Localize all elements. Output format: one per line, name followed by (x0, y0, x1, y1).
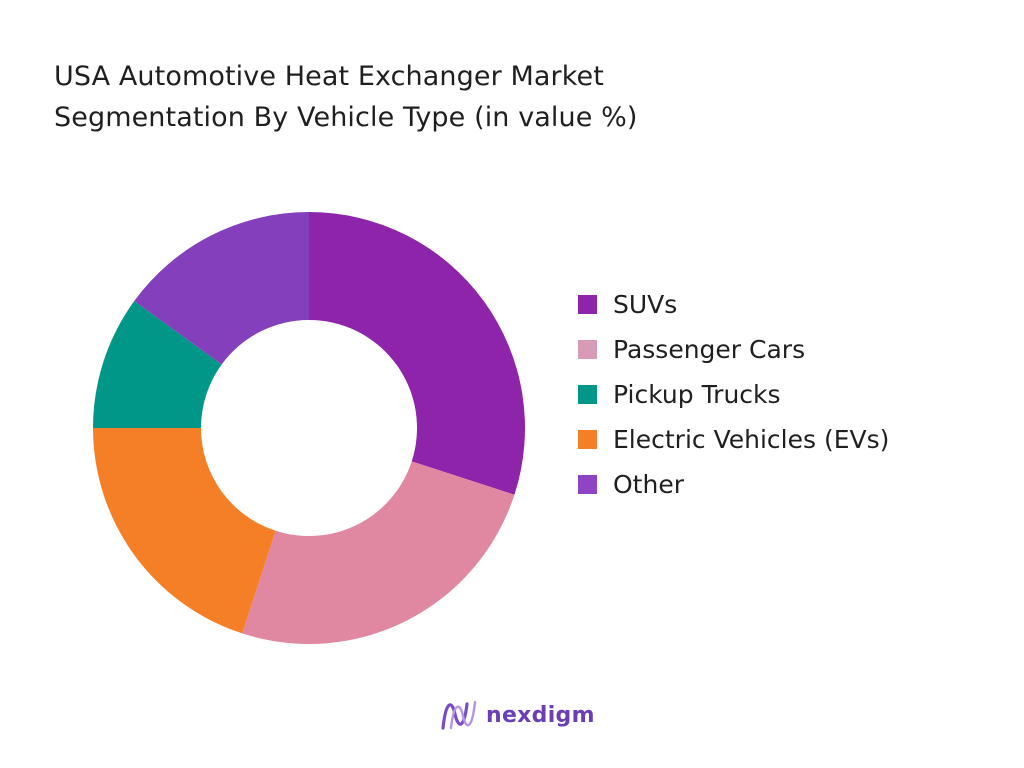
legend-swatch (578, 430, 597, 449)
slice-other (134, 212, 309, 365)
legend-swatch (578, 340, 597, 359)
slice-electric-vehicles-evs (93, 428, 276, 634)
chart-title-line-2: Segmentation By Vehicle Type (in value %… (54, 102, 638, 133)
legend-item: Electric Vehicles (EVs) (578, 417, 889, 462)
legend-label: Pickup Trucks (613, 380, 781, 409)
nexdigm-wave-icon (441, 700, 477, 730)
slice-suvs (309, 212, 525, 495)
slice-pickup-trucks (93, 301, 222, 428)
legend-label: SUVs (613, 290, 678, 319)
chart-legend: SUVs Passenger Cars Pickup Trucks Electric … (578, 282, 889, 507)
slice-passenger-cars (242, 461, 515, 644)
legend-label: Passenger Cars (613, 335, 806, 364)
legend-item: SUVs (578, 282, 889, 327)
chart-title: USA Automotive Heat Exchanger Market Seg… (54, 56, 774, 138)
legend-item: Passenger Cars (578, 327, 889, 372)
legend-swatch (578, 475, 597, 494)
legend-item: Pickup Trucks (578, 372, 889, 417)
chart-title-line-1: USA Automotive Heat Exchanger Market (54, 61, 604, 92)
brand-logo: nexdigm (440, 698, 595, 732)
legend-label: Electric Vehicles (EVs) (613, 425, 890, 454)
legend-label: Other (613, 470, 684, 499)
legend-item: Other (578, 462, 889, 507)
legend-swatch (578, 385, 597, 404)
logo-text: nexdigm (486, 702, 595, 728)
legend-swatch (578, 295, 597, 314)
